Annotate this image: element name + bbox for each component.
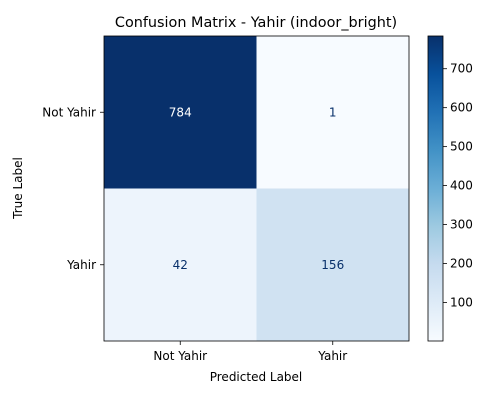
- heatmap-cells: [104, 36, 409, 341]
- cell-value-label: 784: [169, 105, 192, 119]
- colorbar-tick-label: 200: [450, 256, 473, 270]
- colorbar: [428, 36, 443, 341]
- colorbar-tick-label: 500: [450, 140, 473, 154]
- cell-value-label: 42: [173, 258, 188, 272]
- colorbar-tick-label: 300: [450, 218, 473, 232]
- colorbar-ticks: 100 200 300 400 500 600 700: [443, 62, 473, 310]
- x-tick-label: Yahir: [317, 349, 347, 363]
- colorbar-tick-label: 700: [450, 62, 473, 76]
- colorbar-tick-label: 600: [450, 101, 473, 115]
- y-tick-label: Not Yahir: [42, 105, 96, 119]
- colorbar-tick-label: 100: [450, 295, 473, 309]
- cell-value-label: 156: [321, 258, 344, 272]
- y-tick-label: Yahir: [66, 258, 96, 272]
- x-axis-ticks: Not Yahir Yahir: [153, 341, 347, 363]
- y-axis-ticks: Not Yahir Yahir: [42, 105, 104, 272]
- x-tick-label: Not Yahir: [153, 349, 207, 363]
- cell-value-label: 1: [329, 105, 337, 119]
- chart-title: Confusion Matrix - Yahir (indoor_bright): [115, 15, 397, 31]
- y-axis-label: True Label: [11, 157, 25, 220]
- x-axis-label: Predicted Label: [210, 370, 303, 384]
- colorbar-tick-label: 400: [450, 179, 473, 193]
